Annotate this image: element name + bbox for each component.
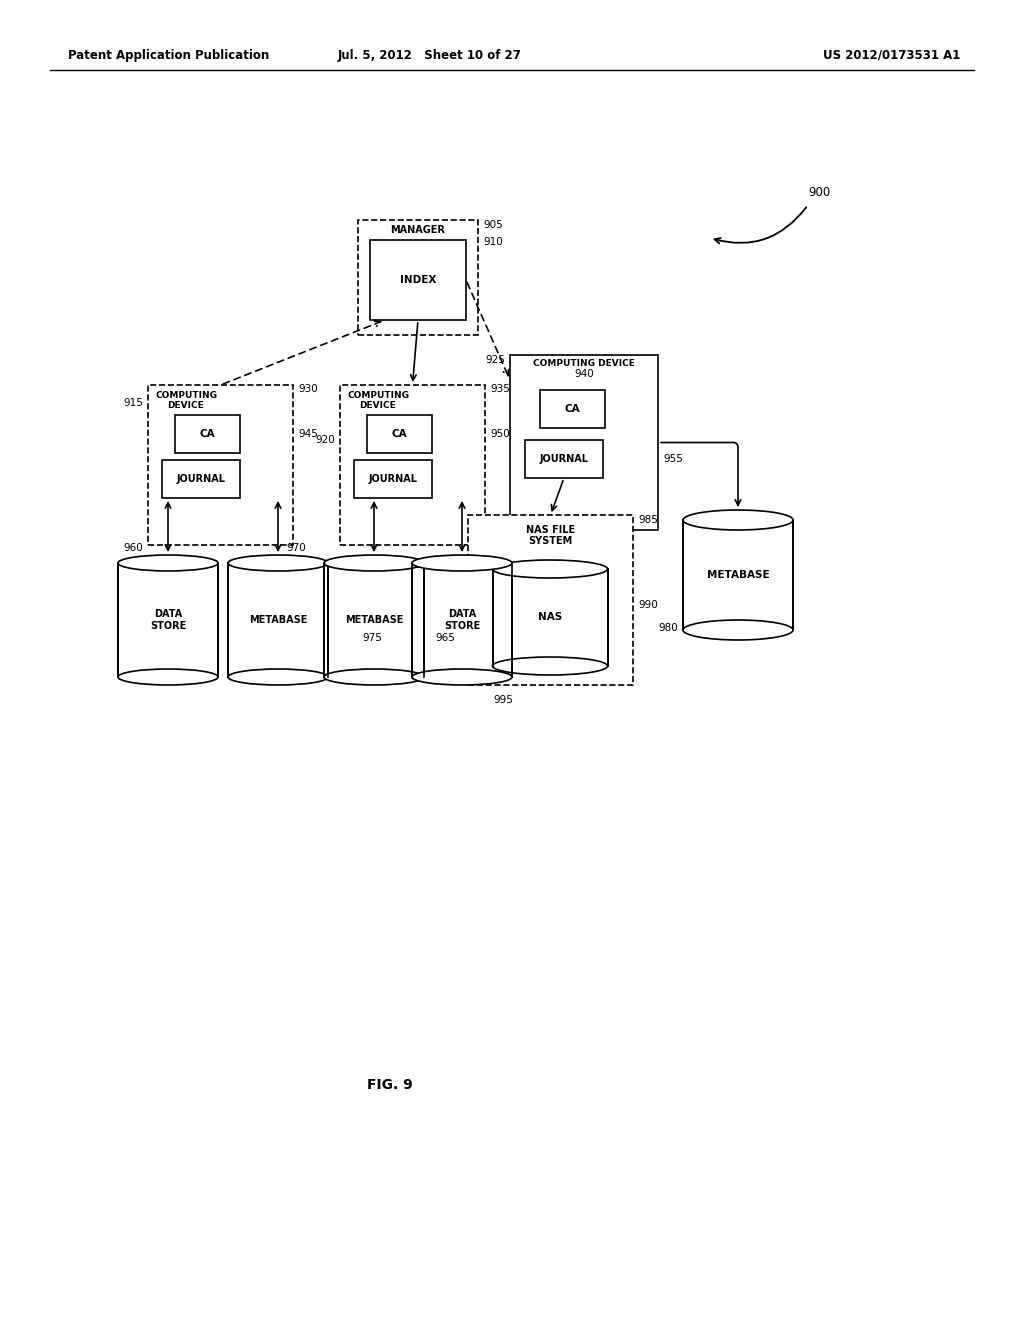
Bar [525,440,603,478]
Text: 970: 970 [286,543,306,553]
Text: 915: 915 [123,399,143,408]
Text: NAS FILE: NAS FILE [526,525,575,535]
Ellipse shape [228,669,328,685]
Text: CA: CA [200,429,215,440]
Ellipse shape [324,554,424,572]
Ellipse shape [412,554,512,572]
Text: 900: 900 [808,186,830,198]
Ellipse shape [118,669,218,685]
Text: 925: 925 [485,355,505,366]
Text: NAS: NAS [538,612,562,623]
Text: COMPUTING: COMPUTING [155,391,217,400]
Ellipse shape [683,510,793,531]
Bar [148,385,293,545]
Text: 955: 955 [663,454,683,465]
Text: DATA
STORE: DATA STORE [150,610,186,631]
Text: 935: 935 [490,384,510,393]
Text: DATA
STORE: DATA STORE [443,610,480,631]
Text: 975: 975 [362,634,382,643]
Text: JOURNAL: JOURNAL [176,474,225,484]
Text: METABASE: METABASE [707,570,769,579]
Text: 965: 965 [435,634,455,643]
Ellipse shape [493,657,607,675]
Text: US 2012/0173531 A1: US 2012/0173531 A1 [822,49,961,62]
Bar [412,564,512,677]
Bar [370,240,466,319]
Bar [683,520,793,630]
Text: FIG. 9: FIG. 9 [368,1078,413,1092]
Bar [228,564,328,677]
Text: 980: 980 [658,623,678,634]
Ellipse shape [683,620,793,640]
Ellipse shape [118,554,218,572]
Text: METABASE: METABASE [249,615,307,624]
Text: Jul. 5, 2012   Sheet 10 of 27: Jul. 5, 2012 Sheet 10 of 27 [338,49,522,62]
Text: SYSTEM: SYSTEM [528,536,572,546]
Bar [510,355,658,531]
Text: JOURNAL: JOURNAL [369,474,418,484]
Text: 940: 940 [574,370,594,379]
Text: DEVICE: DEVICE [359,400,396,409]
Ellipse shape [412,669,512,685]
Text: 985: 985 [638,515,657,525]
Text: Patent Application Publication: Patent Application Publication [68,49,269,62]
Bar [118,564,218,677]
Text: 910: 910 [483,238,503,247]
Ellipse shape [228,554,328,572]
Text: INDEX: INDEX [399,275,436,285]
Text: 930: 930 [298,384,317,393]
Text: CA: CA [564,404,581,414]
Text: DEVICE: DEVICE [168,400,205,409]
Text: 950: 950 [490,429,510,440]
Bar [354,459,432,498]
Text: 920: 920 [315,436,335,445]
Ellipse shape [493,560,607,578]
Text: 960: 960 [123,543,143,553]
Bar [162,459,240,498]
Bar [540,389,605,428]
Text: COMPUTING: COMPUTING [347,391,409,400]
Text: JOURNAL: JOURNAL [540,454,589,465]
Bar [340,385,485,545]
Bar [324,564,424,677]
Text: COMPUTING DEVICE: COMPUTING DEVICE [534,359,635,368]
Text: 990: 990 [638,601,657,610]
Bar [468,515,633,685]
Bar [175,414,240,453]
Bar [367,414,432,453]
Bar [358,220,478,335]
Text: METABASE: METABASE [345,615,403,624]
Text: 995: 995 [493,696,513,705]
Text: CA: CA [392,429,408,440]
Ellipse shape [324,669,424,685]
Text: 905: 905 [483,220,503,230]
Text: MANAGER: MANAGER [390,224,445,235]
Bar [493,569,607,667]
Text: 945: 945 [298,429,317,440]
